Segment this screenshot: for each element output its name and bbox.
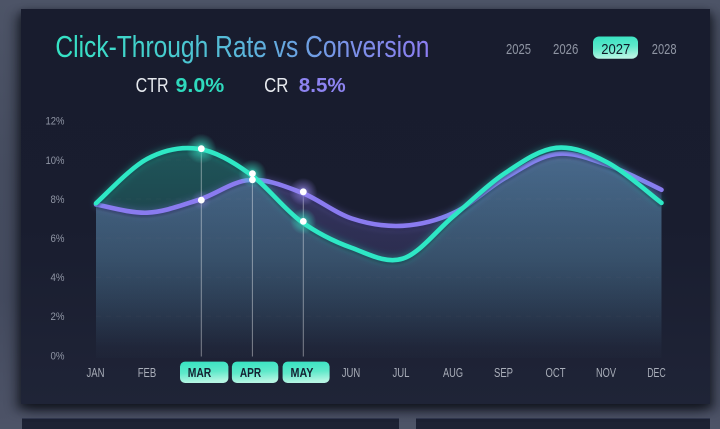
- svg-text:DEC: DEC: [647, 366, 666, 380]
- svg-text:0%: 0%: [51, 350, 65, 362]
- svg-text:SEP: SEP: [494, 366, 513, 380]
- svg-text:2025: 2025: [506, 41, 531, 58]
- svg-text:AUG: AUG: [443, 366, 463, 380]
- svg-text:CTR: CTR: [136, 74, 169, 97]
- svg-text:9.0%: 9.0%: [176, 74, 225, 97]
- svg-text:MAY: MAY: [291, 366, 314, 380]
- svg-text:NOV: NOV: [596, 366, 616, 380]
- svg-text:2026: 2026: [553, 41, 578, 58]
- svg-text:MAR: MAR: [188, 366, 212, 380]
- svg-text:2027: 2027: [601, 41, 630, 58]
- svg-text:OCT: OCT: [546, 366, 566, 380]
- svg-text:10%: 10%: [46, 155, 65, 167]
- svg-text:12%: 12%: [46, 116, 65, 128]
- svg-text:JUN: JUN: [342, 366, 361, 380]
- svg-text:FEB: FEB: [138, 366, 157, 380]
- svg-text:CR: CR: [264, 74, 288, 97]
- svg-text:JAN: JAN: [87, 366, 105, 380]
- svg-text:6%: 6%: [51, 233, 65, 245]
- svg-text:JUL: JUL: [393, 366, 410, 380]
- svg-text:8%: 8%: [51, 194, 65, 206]
- svg-text:4%: 4%: [51, 272, 65, 284]
- svg-text:2028: 2028: [652, 41, 677, 58]
- svg-text:Click-Through Rate vs Conversi: Click-Through Rate vs Conversion: [55, 29, 429, 64]
- svg-text:8.5%: 8.5%: [299, 74, 346, 97]
- svg-text:APR: APR: [240, 366, 261, 380]
- svg-text:2%: 2%: [51, 311, 65, 323]
